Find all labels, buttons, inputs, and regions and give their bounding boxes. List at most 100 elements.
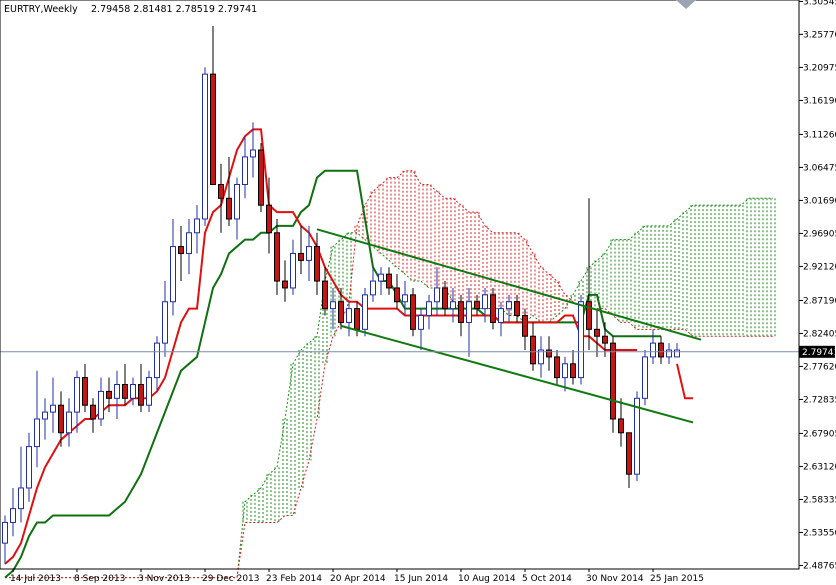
candle-body <box>514 301 520 317</box>
x-tick-label: 30 Nov 2014 <box>586 574 644 584</box>
candle-body <box>42 411 48 420</box>
candle-body <box>618 418 624 434</box>
candle-body <box>18 487 24 510</box>
candle-body <box>642 356 648 399</box>
indicator-lines <box>4 128 773 579</box>
y-tick-label: 3.30545 <box>803 0 836 7</box>
candle-body <box>186 232 192 254</box>
candle-body <box>178 246 184 254</box>
candle-body <box>298 252 304 261</box>
y-tick-label: 2.67905 <box>803 429 836 439</box>
candle-body <box>258 149 264 206</box>
candle-body <box>474 301 480 310</box>
candle-body <box>170 246 176 303</box>
chart-title: EURTRY,Weekly <box>4 4 78 15</box>
candle-body <box>602 335 608 344</box>
candle-body <box>218 183 224 199</box>
candle-body <box>674 349 680 358</box>
y-tick-label: 2.72835 <box>803 395 836 405</box>
candle-body <box>98 390 104 420</box>
x-tick-label: 5 Oct 2014 <box>522 574 572 584</box>
y-tick-label: 2.48765 <box>803 561 836 571</box>
y-tick-label: 3.06475 <box>803 163 836 173</box>
candle-body <box>538 349 544 365</box>
candle-body <box>410 294 416 330</box>
candle-body <box>306 246 312 261</box>
candle-body <box>322 280 328 310</box>
candle-body <box>650 342 656 358</box>
candle-body <box>266 204 272 234</box>
x-tick-label: 8 Sep 2013 <box>74 574 125 584</box>
candle-body <box>346 308 352 323</box>
candle-body <box>2 521 8 544</box>
candle-body <box>210 73 216 185</box>
candle-body <box>234 183 240 220</box>
trend-channel <box>316 228 702 424</box>
x-tick-label: 14 Jul 2013 <box>10 574 61 584</box>
candle-body <box>394 287 400 303</box>
candle-body <box>578 301 584 379</box>
candle-body <box>626 432 632 475</box>
candle-body <box>242 156 248 185</box>
candlesticks <box>2 25 680 564</box>
candle-body <box>658 342 664 358</box>
candle-body <box>666 349 672 358</box>
y-tick-label: 3.25770 <box>803 30 836 40</box>
plot-border <box>0 0 800 570</box>
current-price-label: 2.79741 <box>802 348 836 358</box>
y-tick-label: 3.01690 <box>803 196 836 206</box>
candle-body <box>370 280 376 296</box>
x-tick-label: 10 Aug 2014 <box>458 574 516 584</box>
candle-body <box>122 384 128 399</box>
candle-body <box>570 363 576 379</box>
candle-body <box>466 301 472 323</box>
candle-body <box>50 404 56 413</box>
candle-body <box>562 363 568 379</box>
candle-body <box>338 301 344 323</box>
price-axis: 3.30545 3.25770 3.20975 3.16190 3.11260 3.064… <box>799 0 836 571</box>
candle-body <box>114 384 120 399</box>
y-tick-label: 2.87190 <box>803 296 836 306</box>
candle-body <box>82 377 88 406</box>
candle-body <box>594 328 600 337</box>
candle-body <box>554 356 560 379</box>
candle-body <box>490 294 496 323</box>
channel-lower-line <box>340 324 694 424</box>
candle-body <box>250 149 256 158</box>
candle-body <box>10 508 16 523</box>
candle-body <box>634 397 640 475</box>
candle-body <box>146 377 152 406</box>
candle-body <box>402 294 408 303</box>
candle-body <box>202 73 208 220</box>
y-tick-label: 3.16190 <box>803 96 836 106</box>
y-tick-label: 2.63120 <box>803 462 836 472</box>
ichimoku-cloud <box>242 170 776 523</box>
candle-body <box>274 232 280 282</box>
channel-upper-line <box>316 228 702 341</box>
senkou-span-b <box>5 170 773 579</box>
candle-body <box>194 218 200 234</box>
candle-body <box>66 411 72 434</box>
x-tick-label: 15 Jun 2014 <box>394 574 448 584</box>
candle-body <box>130 384 136 399</box>
trade-levels-icon[interactable] <box>676 0 696 9</box>
senkou-span-a <box>5 197 773 579</box>
y-tick-label: 2.92120 <box>803 262 836 272</box>
x-tick-label: 23 Feb 2014 <box>266 574 322 584</box>
ohlc-values: 2.79458 2.81481 2.78519 2.79741 <box>91 4 257 15</box>
time-axis: 14 Jul 2013 8 Sep 2013 3 Nov 2013 29 Dec 20… <box>10 569 704 584</box>
candle-body <box>458 301 464 323</box>
candle-body <box>90 404 96 420</box>
y-tick-label: 2.58335 <box>803 495 836 505</box>
x-tick-label: 20 Apr 2014 <box>330 574 386 584</box>
candle-body <box>506 301 512 310</box>
candle-body <box>418 315 424 330</box>
candle-body <box>522 315 528 337</box>
candle-body <box>138 384 144 406</box>
candle-body <box>162 301 168 344</box>
candle-body <box>362 294 368 330</box>
candle-body <box>226 197 232 220</box>
candle-body <box>314 246 320 282</box>
candle-body <box>482 294 488 310</box>
